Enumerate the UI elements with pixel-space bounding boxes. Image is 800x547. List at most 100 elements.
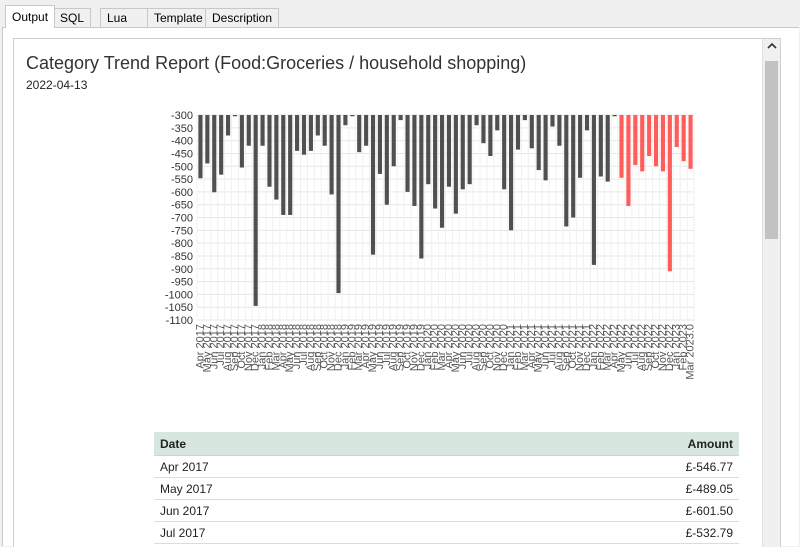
y-tick-label: -300 <box>171 110 193 122</box>
output-panel: Category Trend Report (Food:Groceries / … <box>2 27 799 547</box>
bar <box>198 115 203 179</box>
bar <box>433 115 438 209</box>
bar <box>281 115 286 215</box>
report-view: Category Trend Report (Food:Groceries / … <box>13 38 781 547</box>
table-row: May 2017 £-489.05 <box>154 478 739 500</box>
bar <box>467 115 472 185</box>
x-tick-label: Oct 2021 <box>567 324 579 369</box>
y-tick-label: -750 <box>171 225 193 237</box>
bar <box>336 115 341 294</box>
vertical-scrollbar[interactable] <box>762 39 780 547</box>
x-tick-label: Dec 2020 <box>498 324 510 371</box>
row-date: Jun 2017 <box>160 504 210 518</box>
tab-output[interactable]: Output <box>5 5 56 28</box>
x-tick-label: Sep 2017 <box>229 324 241 371</box>
bar <box>357 115 362 153</box>
x-tick-label: Nov 2018 <box>326 324 338 371</box>
bar <box>522 115 527 121</box>
x-tick-label: Jul 2021 <box>546 324 558 366</box>
x-tick-label: Aug 2020 <box>471 324 483 371</box>
y-tick-label: -600 <box>171 187 193 199</box>
row-amount: £-532.79 <box>685 526 733 540</box>
bar <box>426 115 431 185</box>
x-tick-label: Jun 2022 <box>622 324 634 369</box>
chevron-up-icon[interactable] <box>763 39 780 56</box>
scrollbar-thumb[interactable] <box>765 61 778 239</box>
bar <box>453 115 458 214</box>
bar <box>681 115 686 162</box>
tab-lua[interactable]: Lua <box>100 8 148 27</box>
bar <box>205 115 210 164</box>
bar <box>308 115 313 151</box>
x-tick-label: Aug 2022 <box>636 324 648 371</box>
bar <box>239 115 244 168</box>
y-tick-label: -350 <box>171 123 193 135</box>
x-tick-label: Jul 2017 <box>215 324 227 366</box>
bar <box>412 115 417 206</box>
bar <box>509 115 514 231</box>
bar <box>384 115 389 205</box>
tab-sql[interactable]: SQL <box>53 8 92 27</box>
x-tick-label: May 2019 <box>367 324 379 372</box>
y-tick-label: -900 <box>171 264 193 276</box>
x-tick-label: Apr 2021 <box>526 324 538 369</box>
x-tick-label: Mar 2018 <box>270 324 282 370</box>
bar <box>391 115 396 167</box>
table-header: Date Amount <box>154 432 739 456</box>
x-tick-label: Feb 2022 <box>595 324 607 370</box>
x-tick-label: Dec 2017 <box>250 324 262 371</box>
x-tick-label: Jan 2019 <box>339 324 351 369</box>
x-tick-label: Oct 2017 <box>236 324 248 369</box>
bar <box>481 115 486 144</box>
x-tick-label: May 2017 <box>201 324 213 372</box>
x-tick-label: May 2018 <box>284 324 296 372</box>
x-tick-label: Feb 2019 <box>346 324 358 370</box>
bar <box>322 115 327 146</box>
bar <box>474 115 479 126</box>
bar <box>329 115 334 195</box>
x-tick-label: Jul 2020 <box>464 324 476 366</box>
bar <box>674 115 679 148</box>
x-tick-label: Feb 2023 <box>678 324 690 370</box>
x-tick-label: Oct 2020 <box>484 324 496 369</box>
tab-template[interactable]: Template <box>147 8 210 27</box>
x-tick-label: Mar 2021 <box>519 324 531 370</box>
bar <box>571 115 576 218</box>
x-tick-label: Jun 2019 <box>374 324 386 369</box>
x-tick-label: Sep 2018 <box>312 324 324 371</box>
bar <box>612 115 617 117</box>
x-tick-label: Mar 2022 <box>602 324 614 370</box>
x-tick-label: Nov 2017 <box>243 324 255 371</box>
x-tick-label: Feb 2021 <box>512 324 524 370</box>
bar <box>232 115 238 117</box>
report-date: 2022-04-13 <box>26 78 88 92</box>
y-tick-label: -950 <box>171 277 193 289</box>
x-tick-label: Apr 2022 <box>609 324 621 369</box>
x-tick-label: Nov 2019 <box>408 324 420 371</box>
x-tick-label: Dec 2018 <box>333 324 345 371</box>
y-tick-label: -450 <box>171 148 193 160</box>
report-title: Category Trend Report (Food:Groceries / … <box>26 53 527 73</box>
bar <box>225 115 231 136</box>
x-tick-label: Sep 2022 <box>643 324 655 371</box>
bar <box>647 115 652 156</box>
x-tick-label: Dec 2019 <box>415 324 427 371</box>
bar <box>301 115 307 155</box>
x-tick-label: Oct 2022 <box>650 324 662 369</box>
tab-description[interactable]: Description <box>205 8 280 27</box>
bar <box>398 115 403 121</box>
bar <box>591 115 596 265</box>
x-tick-label: Jan 2022 <box>588 324 600 369</box>
trend-chart: -300-350-400-450-500-550-600-650-700-750… <box>165 110 697 380</box>
x-tick-label: Jan 2023 <box>671 324 683 369</box>
bar <box>688 115 693 169</box>
bar <box>536 115 541 171</box>
data-table: Date Amount Apr 2017 £-546.77 May 2017 £… <box>154 432 739 544</box>
bar <box>605 115 610 182</box>
bar <box>529 115 534 149</box>
bar <box>219 115 224 175</box>
table-row: Jun 2017 £-601.50 <box>154 500 739 522</box>
y-tick-label: -650 <box>171 200 193 212</box>
bar <box>315 115 320 136</box>
bar <box>343 115 348 126</box>
